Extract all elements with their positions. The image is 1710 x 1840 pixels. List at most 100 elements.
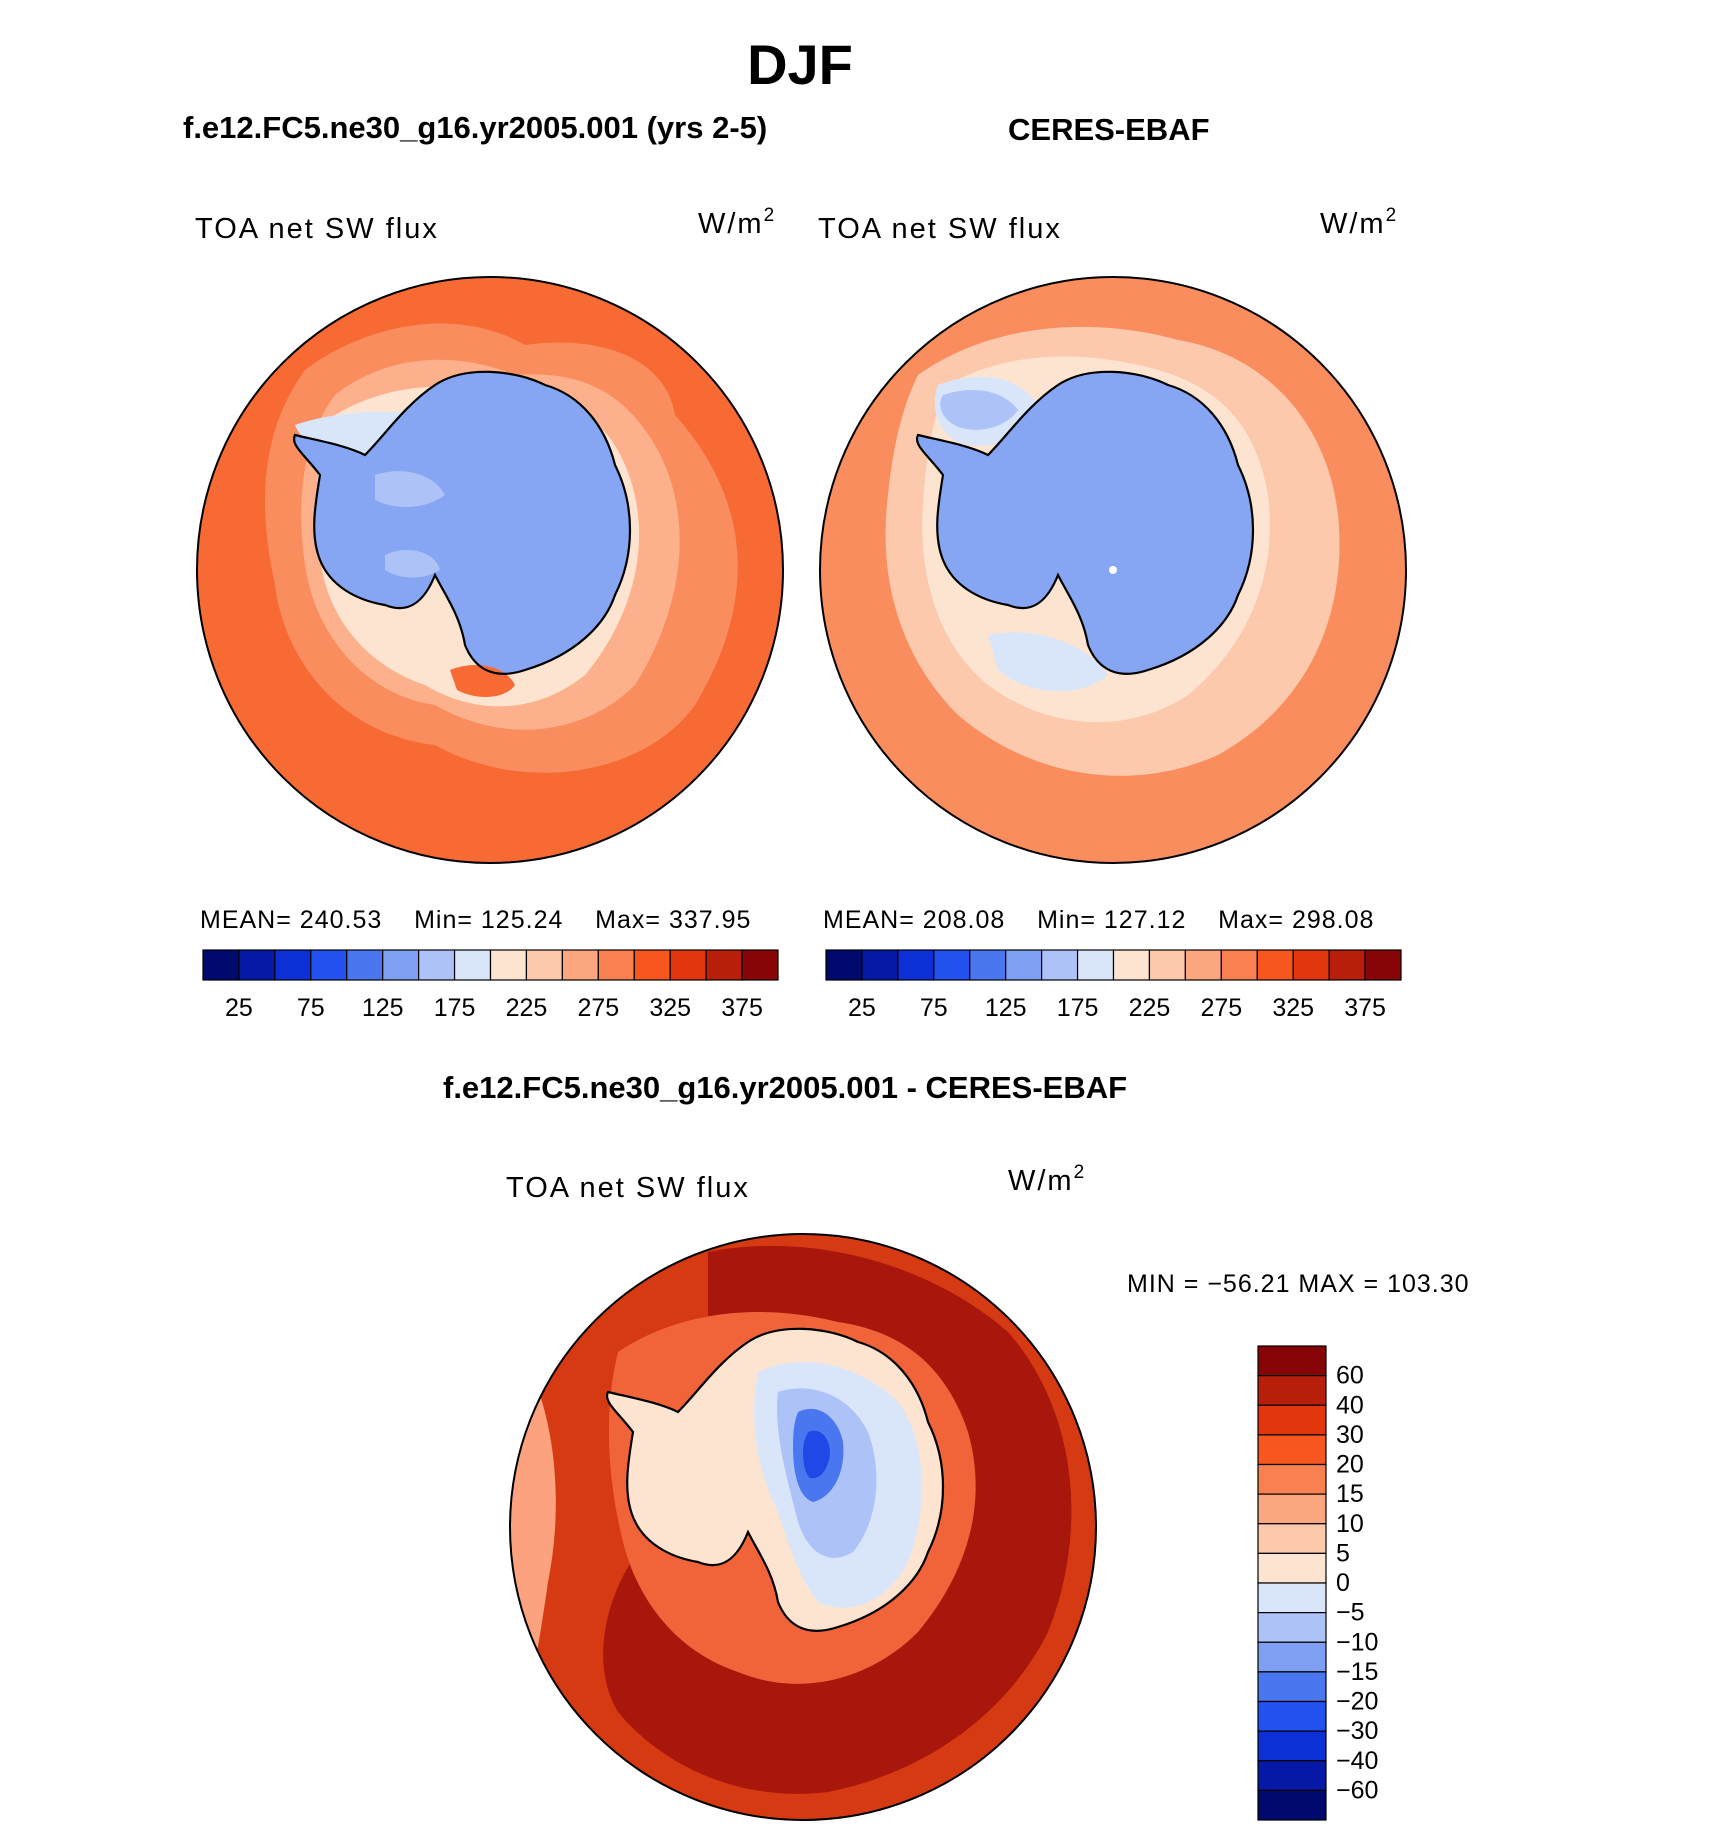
panel-2-colorbar-swatch [1220, 949, 1258, 981]
panel-2-colorbar-swatch [1184, 949, 1222, 981]
p2-zone-4 [940, 390, 1018, 430]
panel-1-colorbar-swatch [633, 949, 671, 981]
diff-colorbar-swatch [1257, 1760, 1327, 1791]
panel-2-colorbar-swatch [1292, 949, 1330, 981]
panel-1-colorbar-tick-label: 275 [577, 994, 619, 1022]
panel-1-mean: 240.53 [299, 906, 383, 934]
diff-colorbar-swatch [1257, 1434, 1327, 1466]
panel-1-colorbar-swatch [274, 949, 312, 981]
panel-2-colorbar-swatch [825, 949, 863, 981]
panel-1-units: W/m2 [698, 205, 775, 240]
diff-polar-map [509, 1233, 1097, 1821]
panel-1-colorbar-tick-label: 325 [649, 994, 691, 1022]
diff-colorbar-swatch [1257, 1789, 1327, 1821]
figure-title: DJF [747, 33, 853, 96]
panel-1-colorbar-swatch [202, 949, 240, 981]
diff-colorbar-swatch [1257, 1375, 1327, 1406]
diff-colorbar-tick-label: 30 [1336, 1421, 1364, 1449]
panel-2-colorbar-swatch [933, 949, 971, 981]
p1-antarctica [294, 371, 630, 674]
panel-1-colorbar: 25 75 125 175 225 275 325 375 [202, 949, 779, 1022]
panel-2-colorbar-swatch [897, 949, 935, 981]
diff-colorbar-tick-label: 40 [1336, 1391, 1364, 1419]
panel-2-colorbar-tick-label: 175 [1057, 994, 1099, 1022]
panel-2-colorbar-swatch [1364, 949, 1402, 981]
panel-2-mean: 208.08 [922, 906, 1006, 934]
panel-2-variable-label: TOA net SW flux [818, 213, 1062, 245]
panel-1-polar-map [196, 276, 784, 864]
panel-1-colorbar-tick-label: 225 [506, 994, 548, 1022]
panel-1-max: 337.95 [668, 906, 752, 934]
diff-colorbar-tick-label: −60 [1336, 1776, 1378, 1804]
panel-1-colorbar-tick-label: 375 [721, 994, 763, 1022]
diff-colorbar-swatch [1257, 1345, 1327, 1377]
panel-1-colorbar-tick-label: 125 [362, 994, 404, 1022]
panel-2-stats: MEAN= 208.08 Min= 127.12 Max= 298.08 [823, 906, 1375, 934]
panel-1-colorbar-swatch [669, 949, 707, 981]
panel-2-colorbar-tick-label: 25 [848, 994, 876, 1022]
panel-1-colorbar-swatch [310, 949, 348, 981]
diff-panel-minmax: MIN = −56.21 MAX = 103.30 [1127, 1270, 1470, 1298]
p2-antarctica [917, 371, 1253, 674]
panel-2-title: CERES-EBAF [1008, 112, 1210, 147]
diff-panel-variable-label: TOA net SW flux [506, 1172, 750, 1204]
panel-2-colorbar-swatch [1148, 949, 1186, 981]
diff-colorbar-tick-label: 15 [1336, 1480, 1364, 1508]
panel-2-min: 127.12 [1103, 906, 1187, 934]
panel-2-colorbar-swatch [1328, 949, 1366, 981]
panel-1-variable-label: TOA net SW flux [195, 213, 439, 245]
diff-colorbar-tick-label: −30 [1336, 1717, 1378, 1745]
diff-panel-title: f.e12.FC5.ne30_g16.yr2005.001 - CERES-EB… [443, 1070, 1128, 1105]
diff-colorbar-swatch [1257, 1582, 1327, 1614]
diff-colorbar-tick-label: −20 [1336, 1688, 1378, 1716]
panel-2-colorbar-swatch [969, 949, 1007, 981]
panel-1-colorbar-swatch [741, 949, 779, 981]
panel-1-colorbar-swatch [489, 949, 528, 981]
panel-2-colorbar-tick-label: 75 [920, 994, 948, 1022]
panel-1-colorbar-swatch [597, 949, 635, 981]
panel-2-colorbar-swatch [1256, 949, 1294, 981]
panel-1-min: 125.24 [480, 906, 564, 934]
panel-1-colorbar-tick-label: 25 [225, 994, 253, 1022]
panel-2-units: W/m2 [1320, 205, 1397, 240]
panel-2-polar-map [819, 276, 1407, 864]
panel-2-colorbar-swatch [1076, 949, 1115, 981]
panel-1-colorbar-swatch [346, 949, 384, 981]
diff-colorbar-swatch [1257, 1463, 1327, 1495]
diff-colorbar-tick-label: 60 [1336, 1362, 1364, 1390]
diff-colorbar-tick-label: −15 [1336, 1658, 1378, 1686]
panel-1-title: f.e12.FC5.ne30_g16.yr2005.001 (yrs 2-5) [183, 110, 768, 145]
d-coastline [605, 1327, 945, 1632]
diff-colorbar-swatch [1257, 1641, 1327, 1673]
panel-2-colorbar: 25 75 125 175 225 275 325 375 [825, 949, 1402, 1022]
panel-1-colorbar-swatch [418, 949, 456, 981]
diff-colorbar-swatch [1257, 1700, 1327, 1732]
d-land-zone-4 [803, 1430, 830, 1479]
panel-2-colorbar-tick-label: 325 [1272, 994, 1314, 1022]
diff-colorbar-tick-label: −40 [1336, 1747, 1378, 1775]
diff-colorbar-swatch [1257, 1671, 1327, 1703]
diff-colorbar-tick-label: 10 [1336, 1510, 1364, 1538]
panel-2-max: 298.08 [1291, 906, 1375, 934]
panel-2-colorbar-swatch [1112, 949, 1151, 981]
diff-colorbar-tick-label: −10 [1336, 1628, 1378, 1656]
panel-1-colorbar-swatch [561, 949, 599, 981]
diff-colorbar-swatch [1257, 1612, 1327, 1643]
panel-1-colorbar-swatch [453, 949, 492, 981]
panel-1-colorbar-swatch [238, 949, 276, 981]
panel-2-colorbar-swatch [1005, 949, 1043, 981]
panel-2-colorbar-tick-label: 125 [985, 994, 1027, 1022]
panel-2-colorbar-swatch [1041, 949, 1079, 981]
p1-coastline [292, 370, 632, 675]
panel-1-colorbar-tick-label: 75 [297, 994, 325, 1022]
panel-1-colorbar-swatch [705, 949, 743, 981]
diff-panel-units: W/m2 [1008, 1162, 1085, 1197]
diff-colorbar-swatch [1257, 1552, 1327, 1584]
diff-colorbar-tick-label: 20 [1336, 1451, 1364, 1479]
diff-colorbar-swatch [1257, 1523, 1327, 1554]
diff-colorbar-swatch [1257, 1730, 1327, 1762]
p2-coastline [915, 370, 1255, 675]
panel-1-colorbar-swatch [382, 949, 420, 981]
panel-2-colorbar-tick-label: 275 [1200, 994, 1242, 1022]
